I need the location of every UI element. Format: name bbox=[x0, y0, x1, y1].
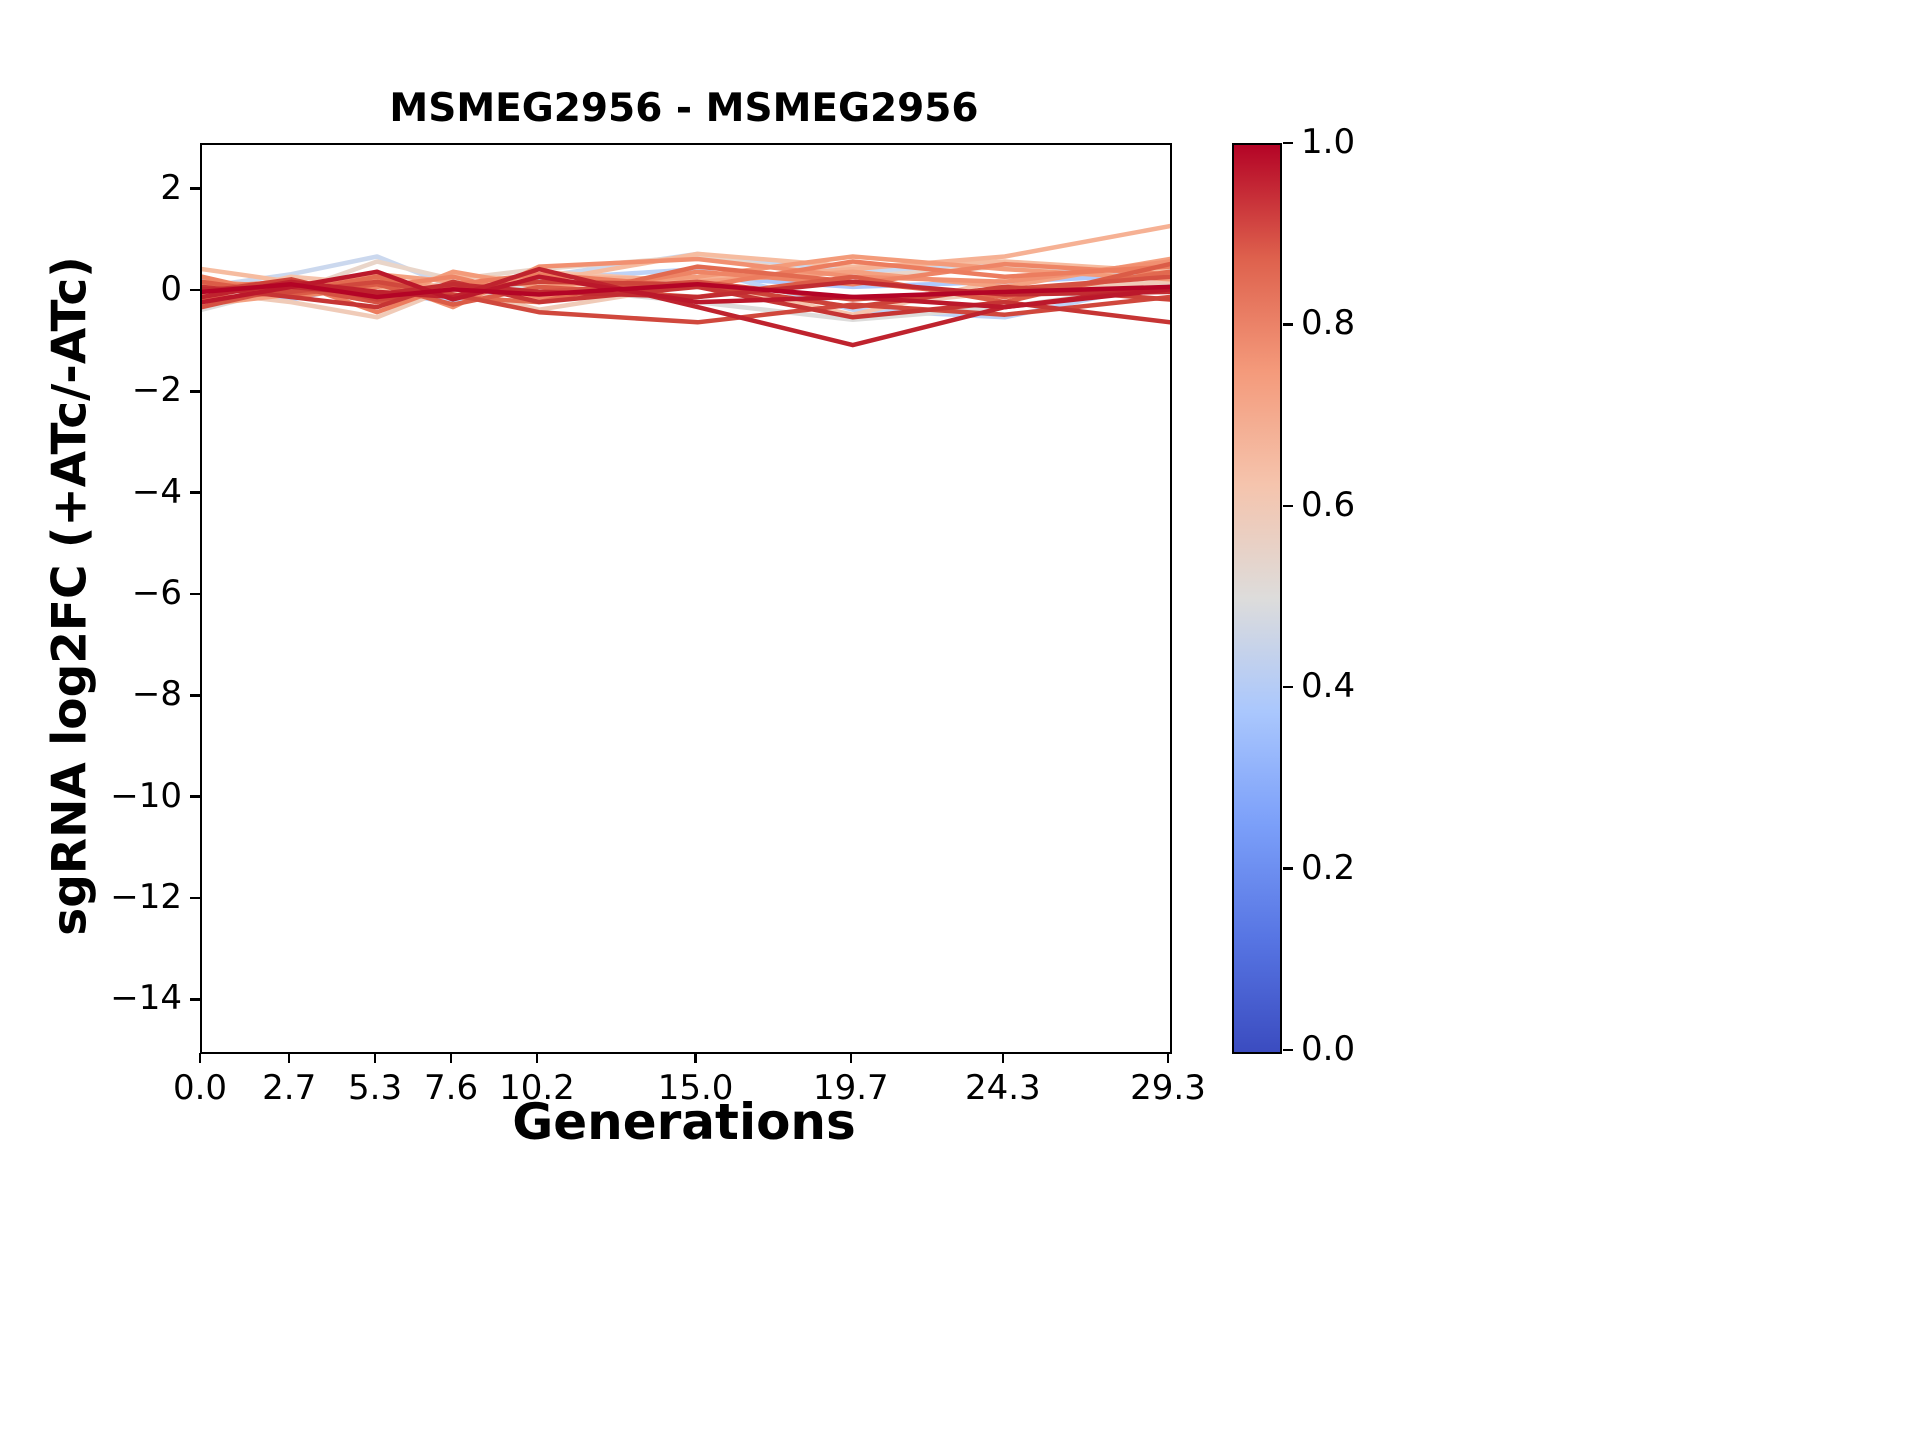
y-tick-label: −14 bbox=[110, 978, 182, 1019]
y-tick-mark bbox=[190, 795, 200, 798]
x-tick-label: 29.3 bbox=[1130, 1068, 1206, 1108]
sgRNA-trace bbox=[202, 279, 1170, 320]
y-tick-mark bbox=[190, 491, 200, 494]
colorbar-tick-mark bbox=[1283, 504, 1293, 508]
colorbar-tick-mark bbox=[1283, 141, 1293, 145]
colorbar bbox=[1232, 143, 1282, 1054]
colorbar-tick-mark bbox=[1283, 1048, 1293, 1052]
x-tick-mark bbox=[449, 1052, 453, 1063]
y-tick-mark bbox=[190, 694, 200, 697]
x-tick-mark bbox=[287, 1052, 291, 1063]
x-tick-label: 5.3 bbox=[348, 1068, 403, 1108]
y-tick-mark bbox=[190, 998, 200, 1001]
colorbar-tick-label: 0.4 bbox=[1301, 666, 1356, 707]
colorbar-tick-label: 0.8 bbox=[1301, 303, 1356, 344]
y-tick-label: −12 bbox=[110, 876, 182, 917]
sgRNA-trace bbox=[202, 266, 1170, 348]
series-lines-svg bbox=[202, 223, 1170, 348]
x-tick-mark bbox=[198, 1052, 202, 1063]
x-tick-mark bbox=[849, 1052, 853, 1063]
sgRNA-trace bbox=[202, 269, 1170, 310]
x-tick-mark bbox=[373, 1052, 377, 1063]
sgRNA-trace bbox=[202, 279, 1170, 325]
x-tick-mark bbox=[694, 1052, 697, 1063]
colorbar-tick-label: 0.2 bbox=[1301, 847, 1356, 888]
y-tick-mark bbox=[190, 187, 200, 190]
colorbar-tick-mark bbox=[1283, 685, 1293, 689]
y-tick-label: −8 bbox=[131, 674, 182, 715]
x-tick-mark bbox=[535, 1052, 539, 1063]
x-tick-label: 0.0 bbox=[172, 1068, 228, 1108]
x-tick-label: 7.6 bbox=[424, 1068, 479, 1108]
y-tick-mark bbox=[190, 592, 200, 596]
x-tick-label: 2.7 bbox=[262, 1068, 317, 1108]
x-tick-mark bbox=[1001, 1052, 1005, 1063]
chart-title: MSMEG2956 - MSMEG2956 bbox=[389, 86, 979, 131]
y-tick-label: 2 bbox=[160, 167, 182, 208]
x-tick-label: 19.7 bbox=[812, 1068, 889, 1108]
x-axis-label: Generations bbox=[512, 1093, 856, 1151]
colorbar-tick-mark bbox=[1283, 867, 1293, 870]
y-tick-label: −6 bbox=[131, 572, 182, 613]
colorbar-tick-label: 0.0 bbox=[1301, 1029, 1356, 1069]
colorbar-tick-label: 0.6 bbox=[1301, 484, 1356, 525]
y-tick-mark bbox=[190, 288, 200, 292]
y-tick-label: −2 bbox=[131, 370, 182, 411]
y-tick-mark bbox=[190, 896, 200, 900]
x-tick-mark bbox=[1166, 1052, 1170, 1063]
x-tick-label: 10.2 bbox=[499, 1068, 575, 1108]
y-tick-label: 0 bbox=[160, 268, 182, 309]
y-tick-label: −4 bbox=[131, 471, 182, 512]
x-tick-label: 24.3 bbox=[964, 1068, 1041, 1108]
y-tick-label: −10 bbox=[110, 775, 182, 816]
colorbar-tick-label: 1.0 bbox=[1301, 122, 1356, 162]
colorbar-tick-mark bbox=[1283, 323, 1293, 326]
x-tick-label: 15.0 bbox=[657, 1068, 734, 1108]
sgRNA-trace bbox=[202, 282, 1170, 300]
plot-area bbox=[200, 143, 1172, 1054]
y-tick-mark bbox=[190, 390, 200, 393]
